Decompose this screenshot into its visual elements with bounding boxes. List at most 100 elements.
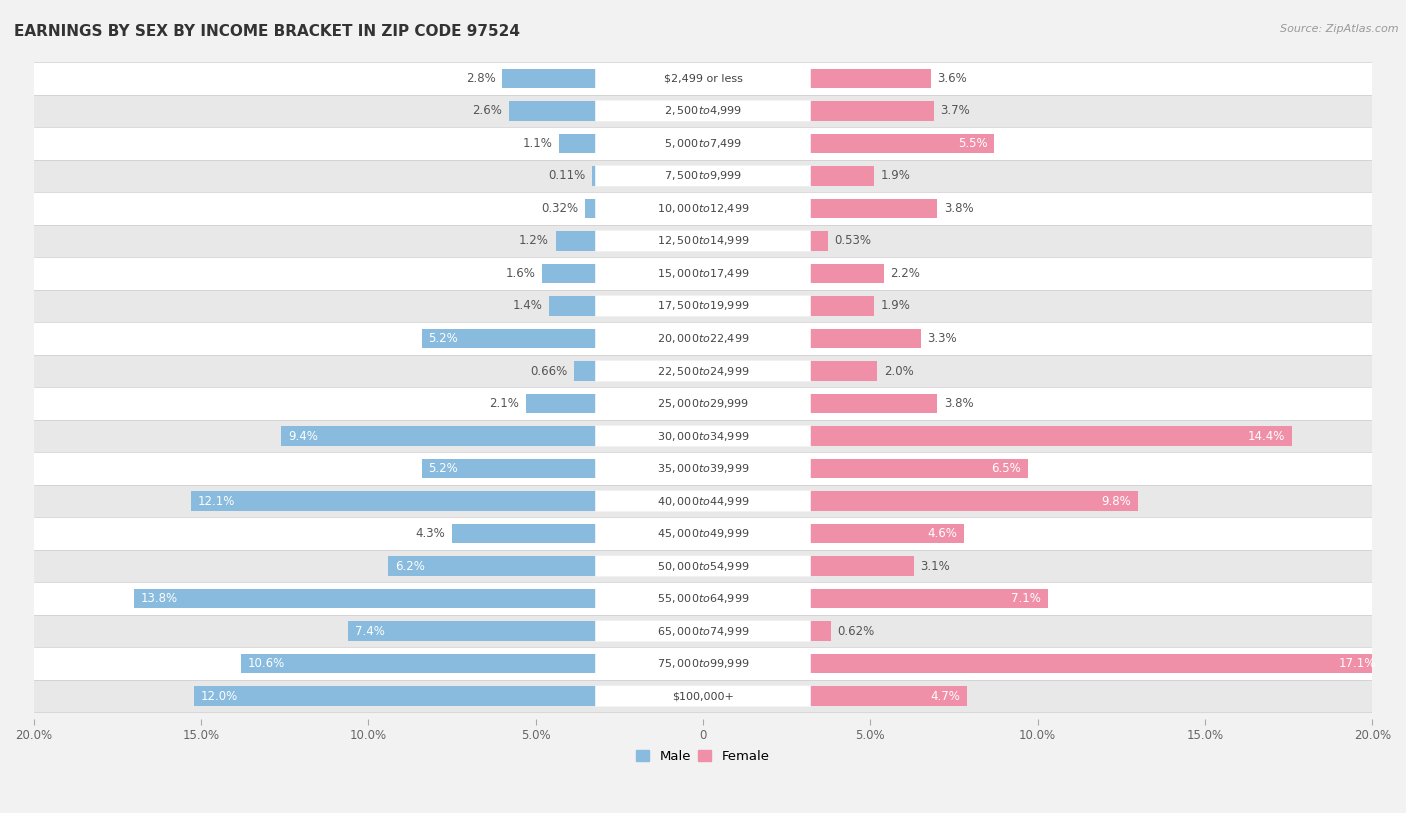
Bar — [451, 524, 596, 543]
FancyBboxPatch shape — [595, 620, 811, 641]
Legend: Male, Female: Male, Female — [631, 745, 775, 768]
Text: 12.1%: 12.1% — [198, 494, 235, 507]
Text: 3.8%: 3.8% — [943, 202, 973, 215]
Text: $10,000 to $12,499: $10,000 to $12,499 — [657, 202, 749, 215]
Text: 5.2%: 5.2% — [429, 462, 458, 475]
Text: 5.5%: 5.5% — [957, 137, 987, 150]
Bar — [810, 491, 1137, 511]
Text: 12.0%: 12.0% — [201, 689, 238, 702]
Bar — [543, 263, 596, 283]
Bar — [810, 198, 938, 218]
Bar — [555, 231, 596, 250]
Bar — [422, 328, 596, 348]
Text: 0.53%: 0.53% — [835, 234, 872, 247]
Text: $65,000 to $74,999: $65,000 to $74,999 — [657, 624, 749, 637]
Text: $100,000+: $100,000+ — [672, 691, 734, 701]
Bar — [810, 166, 873, 185]
Text: 2.0%: 2.0% — [884, 364, 914, 377]
Text: $12,500 to $14,999: $12,500 to $14,999 — [657, 234, 749, 247]
Bar — [548, 296, 596, 315]
Bar — [810, 556, 914, 576]
Text: $35,000 to $39,999: $35,000 to $39,999 — [657, 462, 749, 475]
Bar — [34, 322, 1372, 354]
FancyBboxPatch shape — [595, 68, 811, 89]
Bar — [810, 654, 1382, 673]
Bar — [810, 686, 967, 706]
FancyBboxPatch shape — [595, 393, 811, 414]
Text: 1.1%: 1.1% — [523, 137, 553, 150]
FancyBboxPatch shape — [595, 588, 811, 609]
Bar — [509, 101, 596, 120]
Bar — [585, 198, 596, 218]
Text: 3.8%: 3.8% — [943, 397, 973, 410]
FancyBboxPatch shape — [595, 555, 811, 576]
Bar — [34, 517, 1372, 550]
Text: 1.2%: 1.2% — [519, 234, 548, 247]
Text: 2.2%: 2.2% — [890, 267, 921, 280]
Bar — [194, 686, 596, 706]
Text: 3.7%: 3.7% — [941, 104, 970, 117]
Bar — [34, 420, 1372, 452]
Bar — [810, 621, 831, 641]
Text: $22,500 to $24,999: $22,500 to $24,999 — [657, 364, 749, 377]
Text: 7.1%: 7.1% — [1011, 592, 1040, 605]
Bar — [810, 101, 934, 120]
Text: $17,500 to $19,999: $17,500 to $19,999 — [657, 299, 749, 312]
Text: 0.32%: 0.32% — [541, 202, 578, 215]
Bar — [388, 556, 596, 576]
Text: 3.3%: 3.3% — [928, 332, 957, 345]
Text: 14.4%: 14.4% — [1249, 429, 1285, 442]
FancyBboxPatch shape — [595, 133, 811, 154]
Text: $5,000 to $7,499: $5,000 to $7,499 — [664, 137, 742, 150]
FancyBboxPatch shape — [595, 263, 811, 284]
Text: 1.9%: 1.9% — [880, 169, 910, 182]
Bar — [34, 387, 1372, 420]
Text: 17.1%: 17.1% — [1339, 657, 1376, 670]
Bar — [34, 257, 1372, 289]
Text: 4.3%: 4.3% — [416, 527, 446, 540]
FancyBboxPatch shape — [595, 426, 811, 446]
Text: 6.5%: 6.5% — [991, 462, 1021, 475]
Text: 6.2%: 6.2% — [395, 559, 425, 572]
Bar — [34, 62, 1372, 94]
Text: 13.8%: 13.8% — [141, 592, 177, 605]
Bar — [34, 452, 1372, 485]
Text: 4.7%: 4.7% — [931, 689, 960, 702]
Bar — [34, 224, 1372, 257]
Bar — [592, 166, 596, 185]
Bar — [134, 589, 596, 608]
Text: 1.4%: 1.4% — [512, 299, 543, 312]
Text: EARNINGS BY SEX BY INCOME BRACKET IN ZIP CODE 97524: EARNINGS BY SEX BY INCOME BRACKET IN ZIP… — [14, 24, 520, 39]
Bar — [810, 589, 1047, 608]
Bar — [34, 615, 1372, 647]
FancyBboxPatch shape — [595, 296, 811, 316]
Bar — [810, 361, 877, 380]
Text: $50,000 to $54,999: $50,000 to $54,999 — [657, 559, 749, 572]
Bar — [34, 94, 1372, 127]
Bar — [191, 491, 596, 511]
Bar — [810, 426, 1292, 446]
Bar — [34, 680, 1372, 712]
Bar — [502, 68, 596, 88]
Text: 10.6%: 10.6% — [247, 657, 285, 670]
FancyBboxPatch shape — [595, 166, 811, 186]
FancyBboxPatch shape — [595, 490, 811, 511]
Bar — [34, 289, 1372, 322]
Text: 0.11%: 0.11% — [548, 169, 585, 182]
FancyBboxPatch shape — [595, 685, 811, 706]
Bar — [810, 231, 828, 250]
Text: $30,000 to $34,999: $30,000 to $34,999 — [657, 429, 749, 442]
Text: Source: ZipAtlas.com: Source: ZipAtlas.com — [1281, 24, 1399, 34]
FancyBboxPatch shape — [595, 523, 811, 544]
Text: 5.2%: 5.2% — [429, 332, 458, 345]
Text: 3.1%: 3.1% — [921, 559, 950, 572]
Bar — [810, 524, 965, 543]
Text: 0.66%: 0.66% — [530, 364, 567, 377]
Text: 4.6%: 4.6% — [928, 527, 957, 540]
Text: 1.9%: 1.9% — [880, 299, 910, 312]
Text: 2.8%: 2.8% — [465, 72, 495, 85]
Text: 3.6%: 3.6% — [938, 72, 967, 85]
Text: $15,000 to $17,499: $15,000 to $17,499 — [657, 267, 749, 280]
Bar — [34, 582, 1372, 615]
Text: $2,500 to $4,999: $2,500 to $4,999 — [664, 104, 742, 117]
